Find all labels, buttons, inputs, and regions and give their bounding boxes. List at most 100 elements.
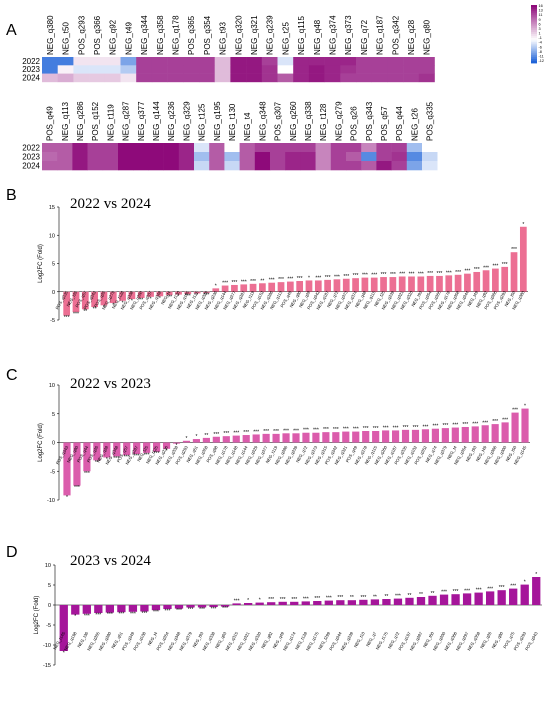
heatmap-column-label: NEG_q195 bbox=[213, 101, 222, 141]
bar bbox=[220, 605, 230, 607]
heatmap-cell bbox=[340, 73, 357, 83]
heatmap-cell bbox=[72, 161, 88, 171]
heatmap-cell bbox=[178, 143, 195, 153]
heatmap-cell bbox=[277, 65, 294, 74]
heatmap-cell bbox=[261, 73, 278, 83]
heatmap-cell bbox=[285, 161, 301, 171]
significance-label: ** bbox=[139, 297, 143, 303]
heatmap-cell bbox=[387, 57, 404, 66]
bar bbox=[362, 431, 370, 443]
significance-label: *** bbox=[278, 277, 284, 283]
significance-label: *** bbox=[84, 613, 90, 619]
heatmap-column-label: NEG_q48 bbox=[313, 19, 322, 55]
significance-label: *** bbox=[333, 427, 339, 433]
colorbar-segment bbox=[531, 22, 537, 25]
colorbar-segment bbox=[531, 49, 537, 52]
significance-label: *** bbox=[73, 312, 79, 318]
significance-label: *** bbox=[502, 262, 508, 268]
heatmap-cell bbox=[356, 73, 372, 83]
heatmap-cell bbox=[270, 152, 286, 162]
heatmap-cell bbox=[104, 57, 121, 66]
significance-label: ** bbox=[431, 591, 435, 597]
heatmap-cell bbox=[391, 152, 408, 162]
significance-label: *** bbox=[363, 426, 369, 432]
heatmap-cell bbox=[403, 57, 420, 66]
heatmap-cell bbox=[406, 152, 423, 162]
colorbar-segment bbox=[531, 55, 537, 58]
bar bbox=[105, 605, 115, 613]
heatmap-column-label: NEG_t4 bbox=[243, 112, 252, 141]
heatmap-column-label: NEG_t25 bbox=[281, 22, 290, 55]
colorbar-segment bbox=[531, 6, 537, 10]
heatmap-cell bbox=[371, 65, 388, 74]
bar bbox=[301, 601, 310, 605]
bar bbox=[332, 432, 340, 443]
heatmap-cell bbox=[199, 73, 215, 83]
heatmap-row-label: 2023 bbox=[22, 65, 40, 74]
significance-label: *** bbox=[165, 609, 171, 615]
heatmap-cell bbox=[239, 161, 256, 171]
heatmap-cell bbox=[376, 143, 392, 153]
heatmap-cell bbox=[120, 65, 137, 74]
significance-label: *** bbox=[371, 273, 377, 279]
y-tick-label: 10 bbox=[45, 563, 51, 569]
heatmap-column-label: NEG_q380 bbox=[46, 15, 55, 55]
bar bbox=[322, 432, 330, 443]
heatmap-cell bbox=[391, 143, 408, 153]
colorbar-segment bbox=[531, 26, 537, 29]
significance-label: *** bbox=[343, 427, 349, 433]
heatmap-column-label: POS_q366 bbox=[93, 15, 102, 55]
significance-label: * bbox=[524, 404, 526, 410]
heatmap-column-label: POS_q57 bbox=[380, 106, 389, 141]
significance-label: *** bbox=[64, 315, 70, 321]
colorbar-segment bbox=[531, 43, 537, 46]
bar bbox=[519, 226, 527, 292]
bar bbox=[389, 277, 397, 292]
bar bbox=[333, 279, 341, 292]
significance-label: *** bbox=[373, 426, 379, 432]
bar bbox=[302, 432, 310, 443]
significance-label: *** bbox=[273, 429, 279, 435]
colorbar-segment bbox=[531, 61, 537, 64]
heatmap-cell bbox=[133, 161, 149, 171]
significance-label: *** bbox=[199, 607, 205, 613]
colorbar-segment bbox=[531, 59, 537, 62]
heatmap-cell bbox=[224, 143, 240, 153]
heatmap-row-label: 2022 bbox=[22, 143, 40, 152]
significance-label: *** bbox=[84, 471, 90, 477]
heatmap-cell bbox=[254, 143, 271, 153]
significance-label: * bbox=[215, 283, 217, 289]
significance-label: ** bbox=[93, 307, 97, 313]
heatmap-cell bbox=[163, 143, 180, 153]
bar bbox=[431, 428, 439, 443]
heatmap-cell bbox=[102, 143, 119, 153]
bar bbox=[193, 291, 201, 294]
y-tick-label: -5 bbox=[46, 623, 51, 629]
colorbar-tick-label: 13 bbox=[539, 9, 543, 13]
bar bbox=[231, 284, 238, 292]
heatmap-cell bbox=[209, 161, 225, 171]
heatmap-cell bbox=[356, 57, 372, 66]
bar bbox=[81, 291, 89, 310]
significance-label: *** bbox=[337, 595, 343, 601]
bar bbox=[405, 597, 414, 605]
heatmap-cell bbox=[167, 73, 184, 83]
significance-label: * bbox=[122, 300, 124, 306]
heatmap-cell bbox=[57, 73, 74, 83]
bar bbox=[370, 599, 380, 605]
heatmap-cell bbox=[224, 152, 240, 162]
heatmap-column-label: NEG_t119 bbox=[106, 104, 115, 141]
heatmap-cell bbox=[361, 152, 377, 162]
colorbar-segment bbox=[531, 14, 537, 17]
bar bbox=[63, 291, 71, 316]
bar bbox=[186, 605, 195, 608]
heatmap-column-label: NEG_q320 bbox=[234, 15, 243, 55]
bar bbox=[398, 276, 406, 292]
significance-label: * bbox=[150, 296, 152, 302]
colorbar-tick-label: -8 bbox=[539, 50, 542, 54]
heatmap-cell bbox=[246, 65, 263, 74]
heatmap-cell bbox=[300, 152, 316, 162]
significance-label: *** bbox=[464, 269, 470, 275]
significance-label: *** bbox=[510, 584, 516, 590]
